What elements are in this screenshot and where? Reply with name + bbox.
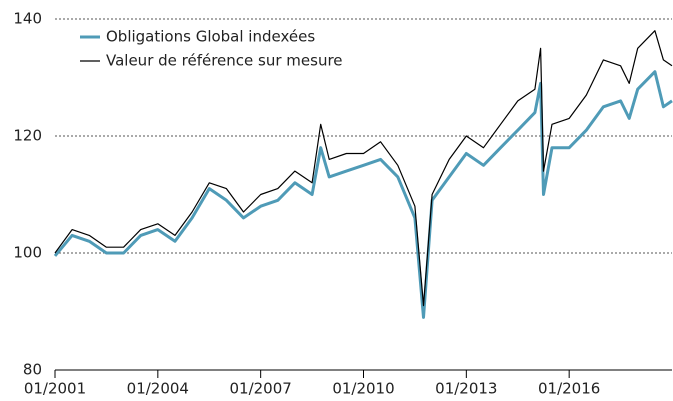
x-tick-label: 01/2016 xyxy=(538,380,600,398)
y-tick-label: 140 xyxy=(13,10,42,28)
y-tick-label: 80 xyxy=(23,361,42,379)
line-series xyxy=(54,30,673,307)
x-tick-label: 01/2010 xyxy=(332,380,394,398)
legend-label: Valeur de référence sur mesure xyxy=(106,52,343,70)
x-tick-label: 01/2001 xyxy=(24,380,86,398)
y-tick-label: 100 xyxy=(13,244,42,262)
legend-label: Obligations Global indexées xyxy=(106,28,315,46)
x-tick-label: 01/2004 xyxy=(127,380,189,398)
line-series xyxy=(53,70,673,319)
x-tick-label: 01/2007 xyxy=(230,380,292,398)
y-tick-label: 120 xyxy=(13,127,42,145)
x-tick-label: 01/2013 xyxy=(435,380,497,398)
